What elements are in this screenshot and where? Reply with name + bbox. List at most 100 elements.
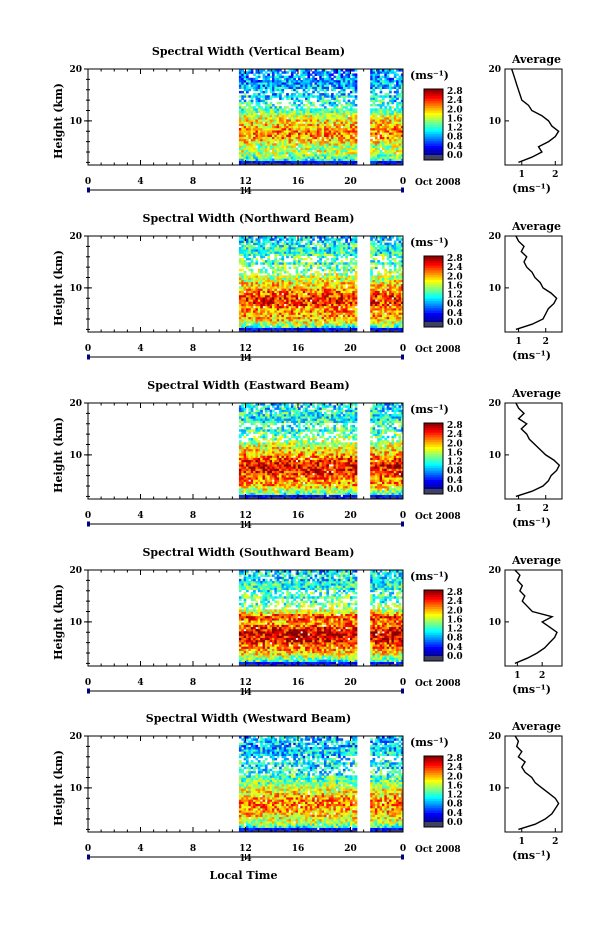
- heatmap-cell: [316, 266, 320, 270]
- heatmap-cell: [302, 284, 306, 287]
- heatmap-cell: [354, 97, 358, 100]
- heatmap-cell: [274, 297, 278, 300]
- heatmap-cell: [286, 277, 289, 280]
- heatmap-cell: [269, 323, 273, 326]
- heatmap-cell: [283, 323, 287, 326]
- heatmap-cell: [384, 325, 388, 328]
- heatmap-cell: [326, 281, 330, 285]
- heatmap-cell: [382, 264, 385, 267]
- heatmap-cell: [377, 312, 380, 315]
- heatmap-cell: [340, 321, 344, 324]
- heatmap-cell: [342, 127, 346, 131]
- heatmap-cell: [293, 281, 296, 285]
- heatmap-cell: [386, 321, 390, 324]
- heatmap-cell: [398, 108, 402, 111]
- heatmap-cell: [279, 288, 282, 291]
- heatmap-cell: [290, 323, 294, 326]
- heatmap-cell: [267, 75, 270, 79]
- heatmap-cell: [391, 314, 395, 318]
- heatmap-cell: [238, 110, 242, 113]
- heatmap-cell: [300, 310, 304, 313]
- heatmap-cell: [319, 110, 322, 113]
- heatmap-cell: [243, 158, 247, 161]
- heatmap-cell: [246, 255, 249, 259]
- heatmap-cell: [345, 84, 348, 87]
- heatmap-cell: [243, 143, 247, 146]
- heatmap-cell: [386, 130, 390, 133]
- heatmap-cell: [272, 284, 275, 287]
- heatmap-cell: [340, 95, 344, 98]
- heatmap-cell: [264, 251, 268, 254]
- heatmap-cell: [250, 301, 254, 304]
- heatmap-cell: [248, 134, 252, 137]
- heatmap-cell: [267, 249, 270, 252]
- heatmap-cell: [253, 125, 256, 129]
- heatmap-cell: [389, 327, 392, 331]
- heatmap-cell: [326, 143, 330, 146]
- heatmap-cell: [302, 257, 306, 261]
- heatmap-cell: [276, 73, 280, 76]
- heatmap-cell: [286, 325, 289, 328]
- heatmap-cell: [257, 84, 261, 87]
- heatmap-cell: [250, 275, 254, 278]
- heatmap-cell: [286, 97, 289, 100]
- heatmap-cell: [243, 162, 247, 166]
- heatmap-cell: [302, 294, 306, 298]
- heatmap-cell: [338, 284, 341, 287]
- heatmap-cell: [377, 86, 380, 90]
- heatmap-cell: [241, 279, 244, 283]
- heatmap-cell: [372, 75, 376, 79]
- heatmap-cell: [370, 262, 373, 265]
- colorbar-step: [424, 98, 443, 102]
- colorbar-step: [424, 140, 443, 144]
- heatmap-cell: [305, 132, 308, 135]
- heatmap-cell: [323, 112, 327, 116]
- heatmap-cell: [382, 236, 385, 239]
- heatmap-cell: [262, 316, 266, 320]
- heatmap-cell: [345, 156, 348, 159]
- heatmap-cell: [248, 114, 252, 118]
- heatmap-cell: [372, 147, 376, 151]
- heatmap-cell: [286, 112, 289, 116]
- heatmap-cell: [264, 294, 268, 298]
- heatmap-cell: [288, 162, 292, 166]
- heatmap-cell: [250, 119, 254, 122]
- heatmap-cell: [379, 286, 383, 289]
- heatmap-cell: [257, 147, 261, 151]
- heatmap-cell: [243, 264, 247, 267]
- heatmap-cell: [384, 290, 388, 294]
- heatmap-cell: [333, 321, 337, 324]
- heatmap-cell: [293, 69, 296, 72]
- heatmap-cell: [279, 294, 282, 298]
- heatmap-cell: [286, 123, 289, 127]
- heatmap-cell: [279, 138, 282, 142]
- heatmap-cell: [374, 316, 378, 320]
- heatmap-cell: [342, 329, 346, 333]
- heatmap-cell: [255, 101, 259, 105]
- heatmap-cell: [379, 112, 383, 116]
- heatmap-cell: [302, 73, 306, 76]
- heatmap-cell: [328, 108, 332, 111]
- heatmap-cell: [328, 329, 332, 333]
- heatmap-cell: [279, 251, 282, 254]
- heatmap-cell: [379, 117, 383, 120]
- heatmap-cell: [243, 270, 247, 274]
- heatmap-cell: [302, 162, 306, 166]
- heatmap-cell: [374, 145, 378, 148]
- heatmap-cell: [281, 253, 285, 257]
- heatmap-cell: [379, 310, 383, 313]
- heatmap-cell: [312, 286, 315, 289]
- heatmap-cell: [321, 125, 325, 129]
- heatmap-cell: [372, 310, 376, 313]
- heatmap-cell: [267, 162, 270, 166]
- heatmap-cell: [333, 110, 337, 113]
- heatmap-cell: [286, 149, 289, 153]
- heatmap-cell: [321, 312, 325, 315]
- heatmap-cell: [374, 288, 378, 291]
- heatmap-cell: [276, 266, 280, 270]
- heatmap-cell: [338, 310, 341, 313]
- heatmap-cell: [377, 110, 380, 113]
- heatmap-cell: [347, 110, 351, 113]
- heatmap-cell: [238, 279, 242, 283]
- heatmap-cell: [391, 321, 395, 324]
